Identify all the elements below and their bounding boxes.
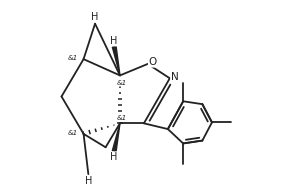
Text: H: H <box>110 152 117 162</box>
Polygon shape <box>112 123 120 152</box>
Text: O: O <box>149 57 157 67</box>
Text: H: H <box>91 12 99 22</box>
Text: N: N <box>171 72 178 82</box>
Polygon shape <box>112 46 120 75</box>
Text: H: H <box>110 36 117 46</box>
Text: &1: &1 <box>117 80 127 86</box>
Text: H: H <box>85 176 92 186</box>
Text: &1: &1 <box>117 115 127 121</box>
Text: &1: &1 <box>68 55 78 61</box>
Text: &1: &1 <box>68 130 78 136</box>
